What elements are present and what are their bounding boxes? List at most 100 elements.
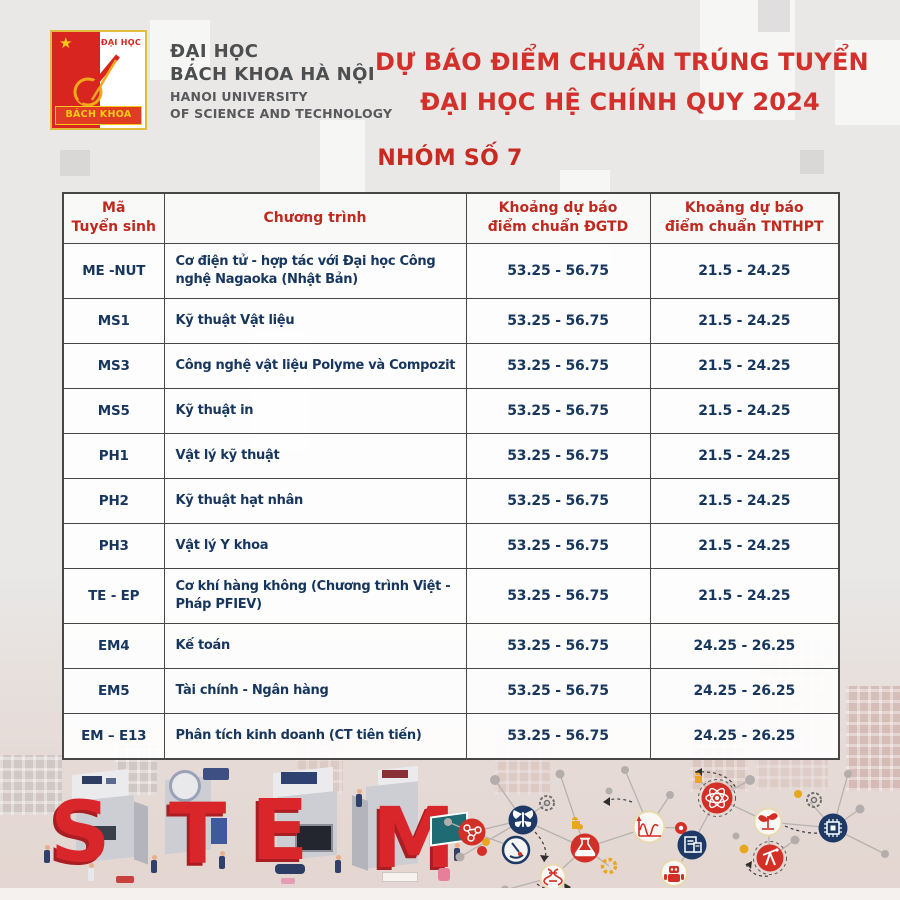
person-figure [88,863,94,881]
stem-letter-m-group: M [342,765,472,893]
star-icon: ★ [59,34,73,52]
table-row: EM4 Kế toán 53.25 - 56.75 24.25 - 26.25 [62,623,840,670]
helmet-detail [169,770,201,802]
building-silhouette [846,686,900,791]
row-thpt-cell: 24.25 - 26.25 [649,668,840,715]
stem-letter-s-group: S [42,768,148,893]
bg-square [150,20,210,80]
row-program-cell: Cơ khí hàng không (Chương trình Việt - P… [163,567,467,625]
table-header-row: Mã Tuyển sinh Chương trình Khoảng dự báo… [62,192,840,244]
person-figure [335,855,341,873]
university-name-en-1: HANOI UNIVERSITY [170,89,308,104]
row-dgtd-cell: 53.25 - 56.75 [465,713,651,760]
table-row: PH3 Vật lý Y khoa 53.25 - 56.75 21.5 - 2… [62,522,840,569]
bg-square [60,150,90,176]
row-code-cell: EM – E13 [62,713,165,760]
person-figure [219,851,225,869]
col-header-thpt-line1: Khoảng dự báo [684,200,804,217]
row-dgtd-cell: 53.25 - 56.75 [465,242,651,299]
row-code-cell: PH3 [62,522,165,569]
university-name-vi-1: ĐẠI HỌC [170,41,259,62]
cylinder-detail [438,868,450,881]
stem-letter-s: S [50,783,111,881]
row-program-cell: Cơ điện tử - hợp tác với Đại học Công ng… [163,242,467,299]
person-figure [44,845,50,863]
row-thpt-cell: 21.5 - 24.25 [649,342,840,389]
row-program-cell: Phân tích kinh doanh (CT tiên tiến) [163,713,467,760]
table-row: PH1 Vật lý kỹ thuật 53.25 - 56.75 21.5 -… [62,432,840,479]
book-detail [281,878,295,884]
stem-letter-e: E [251,781,309,879]
row-thpt-cell: 21.5 - 24.25 [649,242,840,299]
vr-detail [203,768,229,780]
machine-detail [281,772,317,784]
row-dgtd-cell: 53.25 - 56.75 [465,432,651,479]
col-header-dgtd-line1: Khoảng dự báo [498,200,618,217]
row-thpt-cell: 24.25 - 26.25 [649,623,840,670]
col-header-code: Mã Tuyển sinh [62,192,165,244]
row-dgtd-cell: 53.25 - 56.75 [465,387,651,434]
col-header-thpt: Khoảng dự báo điểm chuẩn TNTHPT [649,192,840,244]
person-figure [356,789,362,807]
logo-bachkhoa-band: BÁCH KHOA [55,106,142,125]
table-row: MS1 Kỹ thuật Vật liệu 53.25 - 56.75 21.5… [62,297,840,344]
col-header-program: Chương trình [163,192,467,244]
university-logo: ★ ĐẠI HỌC BÁCH KHOA [50,30,147,130]
row-program-cell: Tài chính - Ngân hàng [163,668,467,715]
row-program-cell: Kỹ thuật Vật liệu [163,297,467,344]
compass-icon [73,54,120,107]
bg-square [800,150,824,174]
row-thpt-cell: 21.5 - 24.25 [649,432,840,479]
stem-letter-e-group: E [247,766,352,893]
col-header-thpt-line2: điểm chuẩn TNTHPT [664,219,824,236]
table-row: MS3 Công nghệ vật liệu Polyme và Compozi… [62,342,840,389]
machine-detail [90,826,116,840]
bg-square [758,0,790,32]
panel-detail [211,818,227,844]
books-detail [382,770,408,778]
table-row: ME -NUT Cơ điện tử - hợp tác với Đại học… [62,242,840,299]
col-header-code-line2: Tuyển sinh [71,219,156,236]
row-code-cell: TE - EP [62,567,165,625]
row-program-cell: Kế toán [163,623,467,670]
table-row: TE - EP Cơ khí hàng không (Chương trình … [62,567,840,625]
paper-detail [382,872,418,882]
machine-detail [82,776,102,784]
bg-square [320,120,365,195]
table-row: EM5 Tài chính - Ngân hàng 53.25 - 56.75 … [62,668,840,715]
row-code-cell: MS5 [62,387,165,434]
screen-detail [295,824,333,852]
machine-detail [275,864,305,874]
stem-illustration: S T E [42,765,472,893]
row-program-cell: Vật lý kỹ thuật [163,432,467,479]
row-code-cell: ME -NUT [62,242,165,299]
logo-daihoc-text: ĐẠI HỌC [100,38,141,47]
university-name-vi-2: BÁCH KHOA HÀ NỘI [170,64,375,85]
row-dgtd-cell: 53.25 - 56.75 [465,342,651,389]
machine-detail [106,778,116,784]
page-title-line1: DỰ BÁO ĐIỂM CHUẨN TRÚNG TUYỂN [375,48,869,76]
row-dgtd-cell: 53.25 - 56.75 [465,668,651,715]
bg-square [835,40,900,125]
row-thpt-cell: 21.5 - 24.25 [649,522,840,569]
row-thpt-cell: 21.5 - 24.25 [649,387,840,434]
page-title-line2: ĐẠI HỌC HỆ CHÍNH QUY 2024 [420,88,820,116]
row-code-cell: EM5 [62,668,165,715]
row-code-cell: PH2 [62,477,165,524]
row-code-cell: MS3 [62,342,165,389]
chalkboard-detail [430,811,468,847]
row-program-cell: Kỹ thuật in [163,387,467,434]
col-header-dgtd-line2: điểm chuẩn ĐGTD [487,219,629,236]
group-heading: NHÓM SỐ 7 [377,146,523,171]
score-table: Mã Tuyển sinh Chương trình Khoảng dự báo… [62,192,840,760]
cart-detail [116,876,134,883]
row-program-cell: Vật lý Y khoa [163,522,467,569]
page-title: DỰ BÁO ĐIỂM CHUẨN TRÚNG TUYỂN ĐẠI HỌC HỆ… [375,42,869,122]
row-dgtd-cell: 53.25 - 56.75 [465,522,651,569]
table-row: EM – E13 Phân tích kinh doanh (CT tiên t… [62,713,840,760]
table-row: MS5 Kỹ thuật in 53.25 - 56.75 21.5 - 24.… [62,387,840,434]
col-header-dgtd: Khoảng dự báo điểm chuẩn ĐGTD [465,192,651,244]
stem-block-side [134,801,148,865]
university-name-block: ĐẠI HỌC BÁCH KHOA HÀ NỘI HANOI UNIVERSIT… [170,40,392,122]
row-thpt-cell: 21.5 - 24.25 [649,567,840,625]
